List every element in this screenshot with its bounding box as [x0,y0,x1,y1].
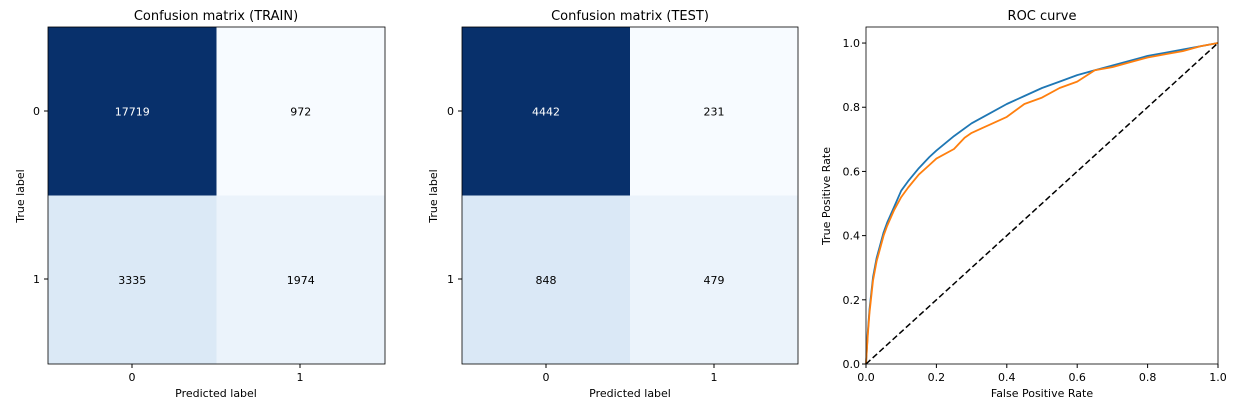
roc-series [865,42,1219,365]
roc-xtick-label-3: 0.6 [1068,371,1086,384]
train-cell-value-0-0: 17719 [115,105,150,118]
test-ylabel: True label [427,169,440,223]
train-matrix-cells: 17719 972 3335 1974 [48,27,385,364]
roc-xtick-label-1: 0.2 [928,371,946,384]
train-cell-value-1-1: 1974 [287,274,315,287]
train-cell-1-0 [48,195,217,364]
train-xtick-label-0: 0 [129,371,136,384]
roc-ticks: 0.0 0.2 0.4 0.6 0.8 1.0 0.0 0.2 0.4 0.6 0.8 1.0 [843,37,1227,384]
train-cell-0-1 [216,27,385,196]
test-cell-value-1-1: 479 [704,274,725,287]
roc-ytick-label-4: 0.8 [843,101,861,114]
train-confusion-matrix: Confusion matrix (TRAIN) 17719 972 3335 197… [14,9,386,400]
test-ytick-label-1: 1 [447,273,454,286]
roc-ytick-label-1: 0.2 [843,294,861,307]
roc-xtick-label-0: 0.0 [857,371,875,384]
test-cell-0-0 [462,27,630,196]
test-xtick-label-0: 0 [543,371,550,384]
roc-xtick-label-5: 1.0 [1209,371,1227,384]
train-cell-0-0 [48,27,217,196]
roc-ytick-label-0: 0.0 [843,358,861,371]
roc-xlabel: False Positive Rate [991,387,1093,400]
test-cell-1-1 [630,195,798,364]
roc-ytick-label-3: 0.6 [843,165,861,178]
test-title: Confusion matrix (TEST) [551,9,709,24]
test-cell-value-0-1: 231 [704,105,725,118]
roc-title: ROC curve [1008,9,1077,24]
test-cell-1-0 [462,195,630,364]
test-cell-value-1-0: 848 [536,274,557,287]
train-ytick-label-0: 0 [33,105,40,118]
roc-xtick-label-2: 0.4 [998,371,1016,384]
test-frame [461,26,799,365]
roc-ytick-label-5: 1.0 [843,37,861,50]
roc-ytick-label-2: 0.4 [843,230,861,243]
train-ytick-label-1: 1 [33,273,40,286]
train-xlabel: Predicted label [175,387,257,400]
test-cell-0-1 [630,27,798,196]
roc-frame [865,26,1219,365]
test-ytick-label-0: 0 [447,105,454,118]
train-ylabel: True label [14,169,27,223]
train-title: Confusion matrix (TRAIN) [134,9,298,24]
train-cell-value-1-0: 3335 [118,274,146,287]
roc-chart: ROC curve 0.0 0.2 0.4 0.6 0.8 1.0 0.0 0.2 0.4 0.6… [820,9,1227,400]
train-frame [47,26,386,365]
roc-line-orange [865,42,1219,365]
test-xtick-label-1: 1 [711,371,718,384]
roc-xtick-label-4: 0.8 [1139,371,1157,384]
test-matrix-cells: 4442 231 848 479 [462,27,798,364]
train-cell-1-1 [216,195,385,364]
train-xtick-label-1: 1 [297,371,304,384]
roc-ylabel: True Positive Rate [820,147,833,246]
roc-line-chance [865,42,1219,365]
test-xlabel: Predicted label [589,387,671,400]
train-cell-value-0-1: 972 [290,105,311,118]
test-cell-value-0-0: 4442 [532,105,560,118]
